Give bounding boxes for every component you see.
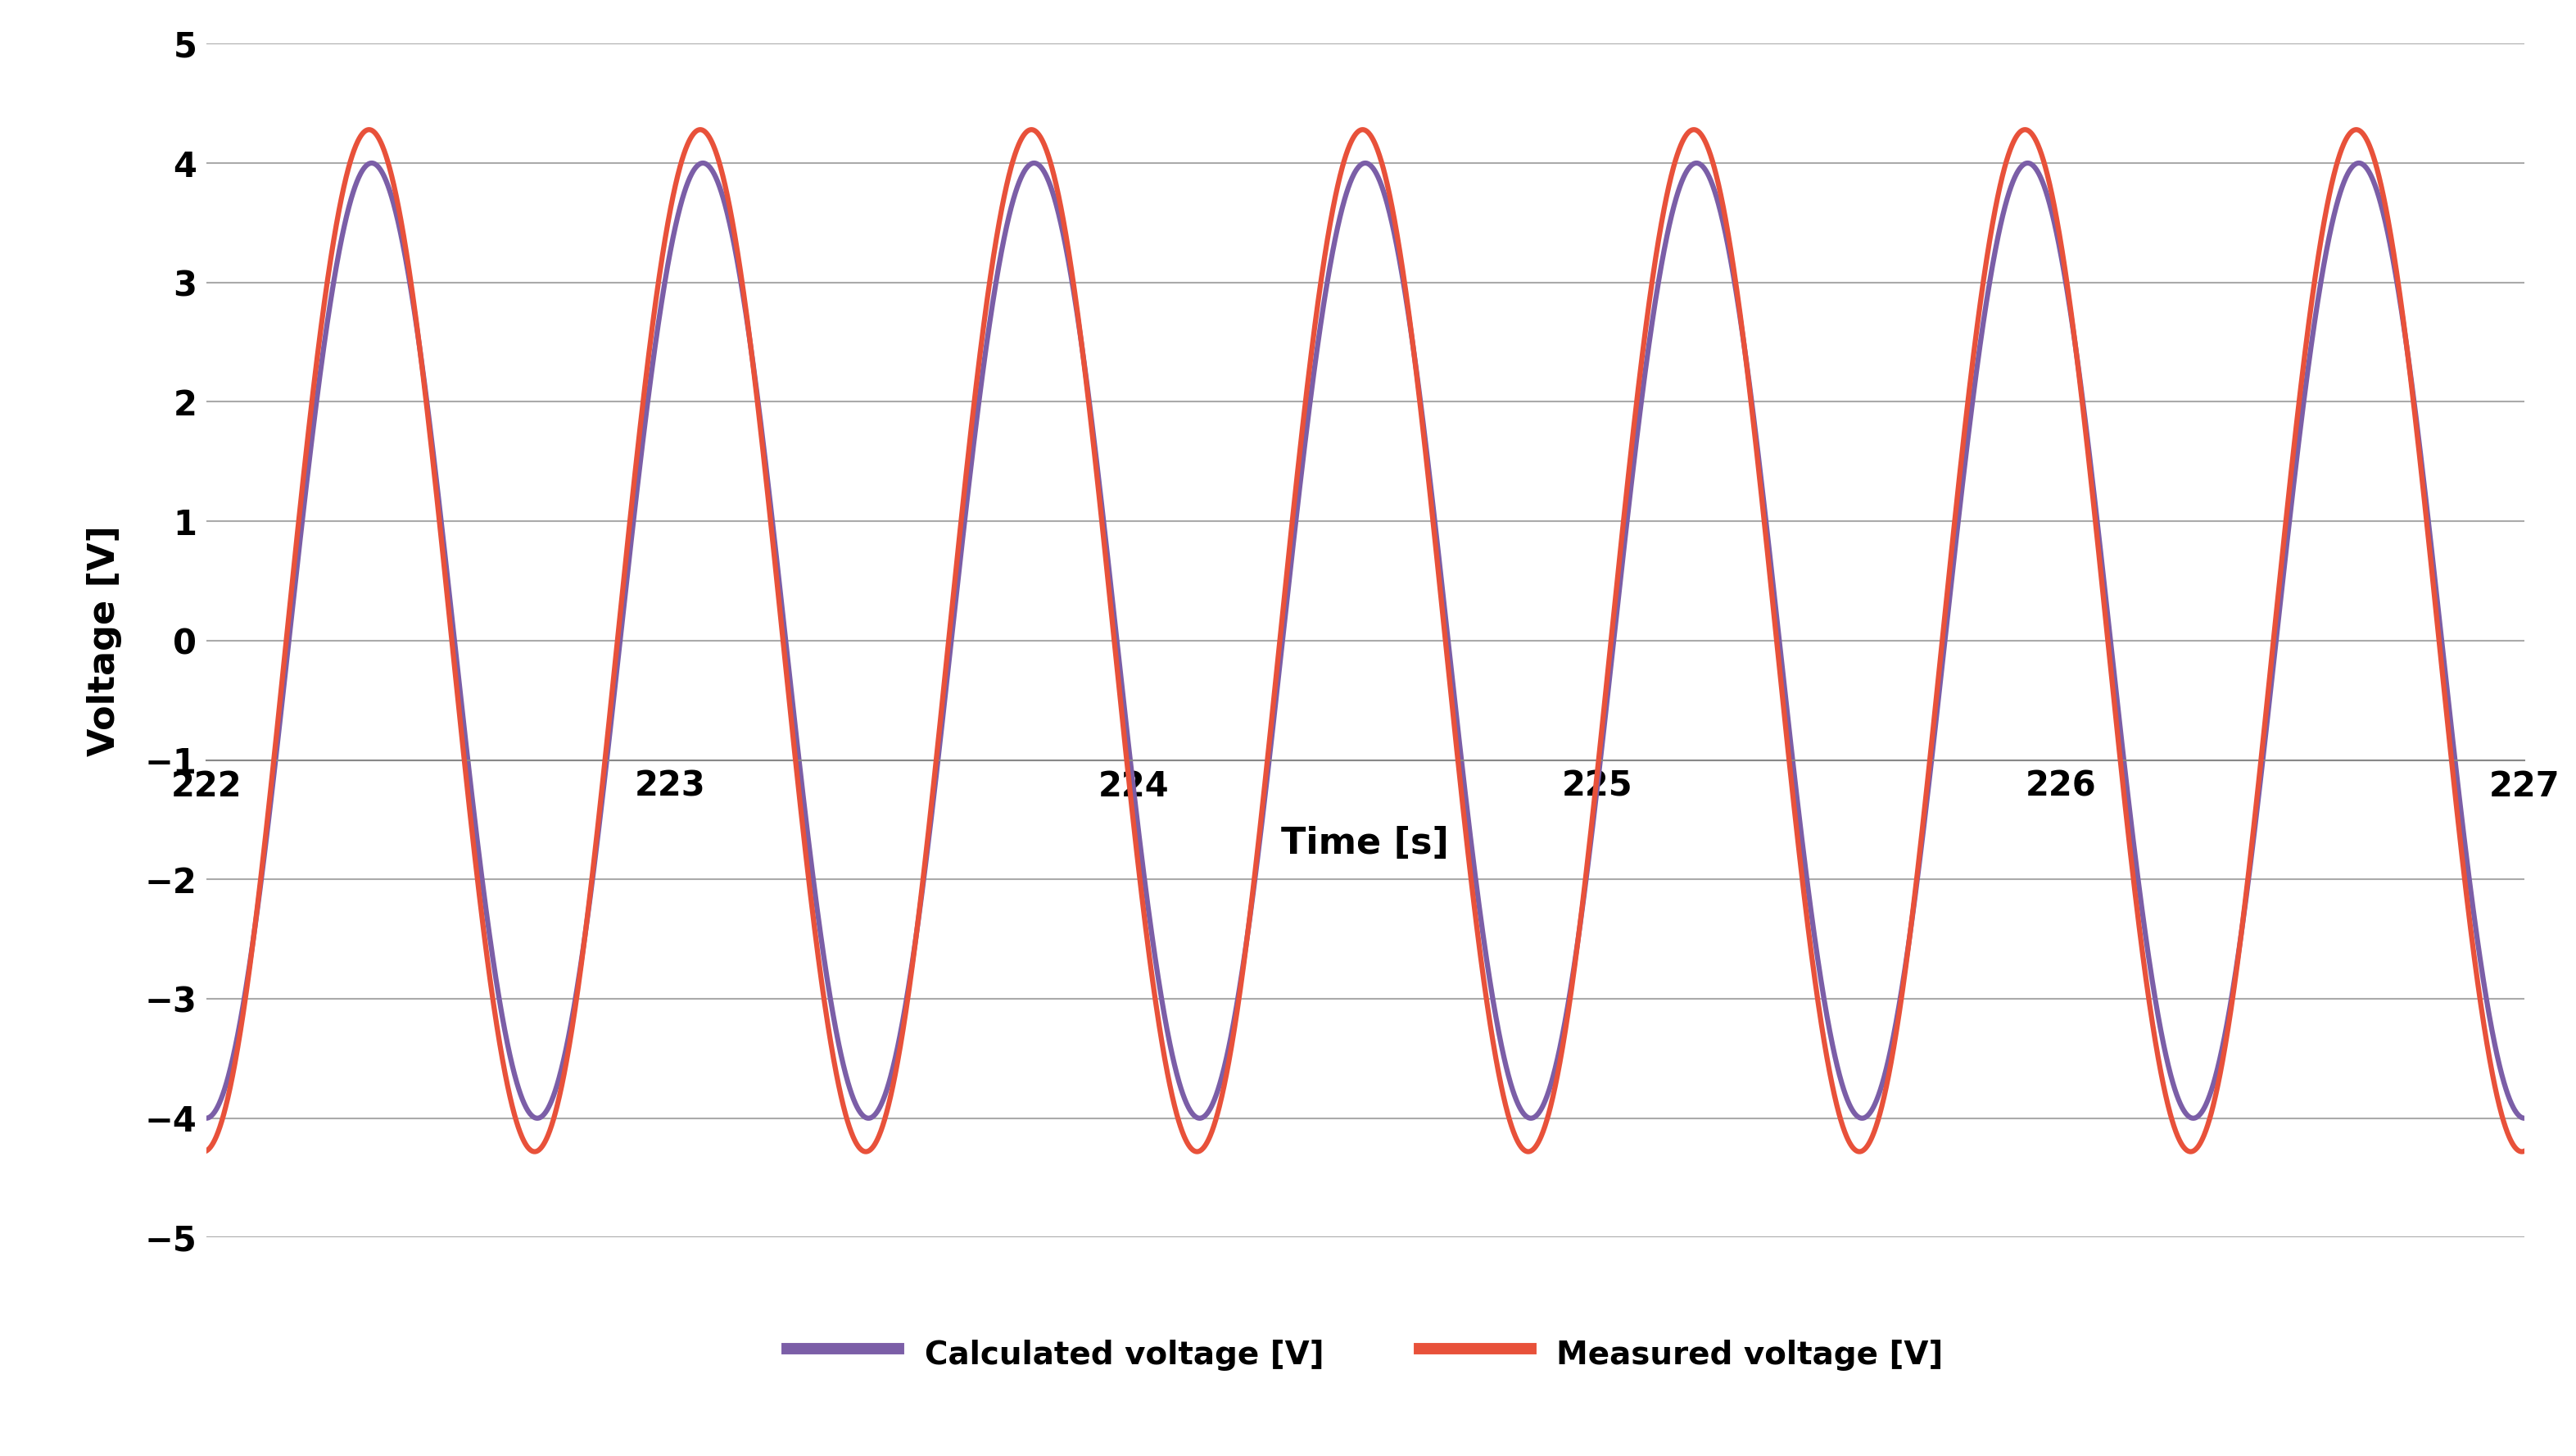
Calculated voltage [V] bbox=[1582, 780, 1613, 798]
Calculated voltage [V] bbox=[2097, 651, 2128, 668]
Measured voltage [V] bbox=[1077, 422, 1108, 440]
Measured voltage [V] bbox=[2097, 683, 2128, 700]
Calculated voltage [V] bbox=[2509, 1109, 2540, 1127]
Calculated voltage [V] bbox=[191, 1109, 222, 1127]
Measured voltage [V] bbox=[1844, 1143, 1875, 1160]
Measured voltage [V] bbox=[1698, 159, 1728, 176]
Calculated voltage [V] bbox=[1922, 708, 1953, 725]
Legend: Calculated voltage [V], Measured voltage [V]: Calculated voltage [V], Measured voltage… bbox=[770, 1318, 1960, 1389]
Calculated voltage [V] bbox=[355, 154, 386, 172]
Measured voltage [V] bbox=[1922, 684, 1953, 702]
Y-axis label: Voltage [V]: Voltage [V] bbox=[88, 526, 121, 756]
X-axis label: Time [s]: Time [s] bbox=[1280, 827, 1450, 862]
Measured voltage [V] bbox=[2509, 1143, 2540, 1160]
Measured voltage [V] bbox=[611, 539, 641, 556]
Calculated voltage [V] bbox=[613, 563, 644, 581]
Measured voltage [V] bbox=[1582, 772, 1613, 789]
Measured voltage [V] bbox=[1680, 121, 1710, 138]
Calculated voltage [V] bbox=[1698, 182, 1728, 199]
Line: Measured voltage [V]: Measured voltage [V] bbox=[206, 130, 2524, 1152]
Measured voltage [V] bbox=[191, 1143, 222, 1160]
Line: Calculated voltage [V]: Calculated voltage [V] bbox=[206, 163, 2524, 1118]
Calculated voltage [V] bbox=[1077, 418, 1108, 435]
